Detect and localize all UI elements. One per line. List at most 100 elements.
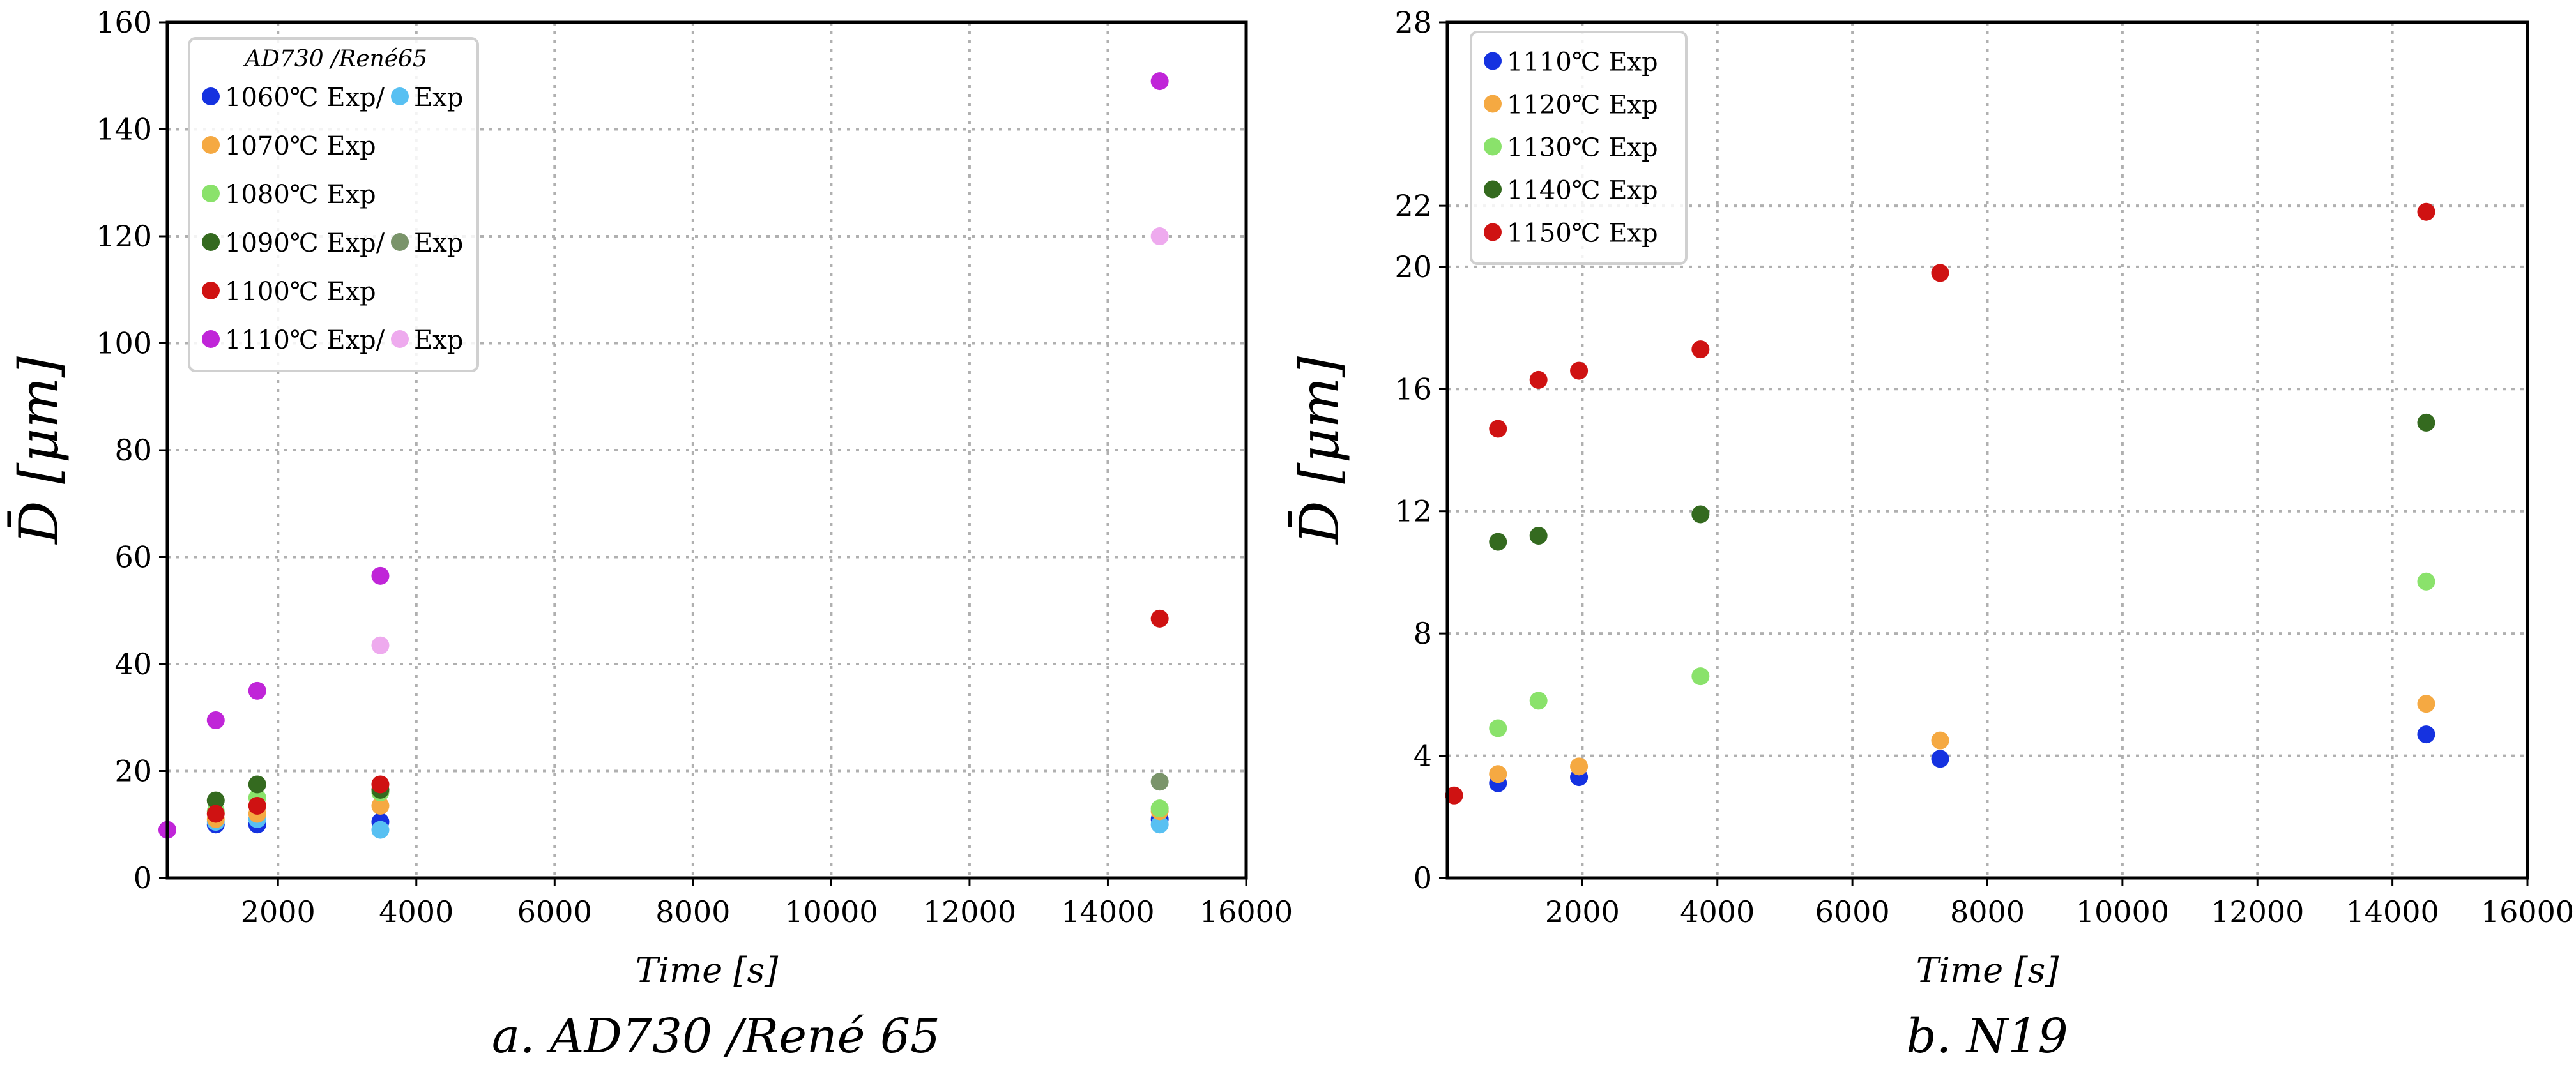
data-point xyxy=(2417,202,2435,221)
legend-label: 1100℃ Exp xyxy=(225,277,376,306)
plot-frame xyxy=(165,20,1248,880)
data-point xyxy=(1489,719,1507,737)
legend-box xyxy=(1470,31,1688,265)
y-tick-label: 80 xyxy=(114,433,152,467)
legend-marker xyxy=(202,185,220,202)
data-point xyxy=(371,636,390,654)
data-point xyxy=(2417,725,2435,744)
y-axis-label: D̄ [μm] xyxy=(1288,356,1351,545)
x-tick-label: 6000 xyxy=(1815,895,1890,929)
data-point xyxy=(1529,527,1548,545)
y-tick-label: 100 xyxy=(96,326,152,361)
data-point xyxy=(1150,815,1169,834)
legend-label: 1140℃ Exp xyxy=(1507,176,1658,206)
data-point xyxy=(371,796,390,815)
data-point xyxy=(1150,799,1169,818)
x-tick-label: 12000 xyxy=(923,895,1016,929)
chart-panel-a: 0 20 40 60 80 100 120 140 160 2000 4000 6000 8000 100… xyxy=(7,5,1293,1064)
y-tick-label: 0 xyxy=(133,861,152,895)
data-point xyxy=(206,711,225,729)
data-point xyxy=(248,775,266,794)
data-point xyxy=(2417,572,2435,591)
x-tick-label: 4000 xyxy=(379,895,453,929)
data-point xyxy=(1529,370,1548,389)
legend-marker xyxy=(202,330,220,348)
y-tick-label: 22 xyxy=(1394,188,1432,223)
legend-label: 1110℃ Exp/ xyxy=(225,326,385,355)
plot-frame xyxy=(1445,20,2529,880)
legend-label: 1060℃ Exp/ xyxy=(225,83,385,112)
x-tick-label: 8000 xyxy=(655,895,730,929)
data-point xyxy=(1489,420,1507,438)
legend-label: 1110℃ Exp xyxy=(1507,48,1658,77)
y-tick-label: 20 xyxy=(114,754,152,789)
legend-label: 1150℃ Exp xyxy=(1507,219,1658,248)
x-tick-label: 2000 xyxy=(1545,895,1620,929)
chart-panel-b: 0 4 8 12 16 20 22 28 2000 4000 6000 8000 10000 12000 1… xyxy=(1288,5,2574,1064)
legend-marker xyxy=(202,282,220,299)
data-point xyxy=(1150,72,1169,91)
y-tick-label: 0 xyxy=(1414,861,1432,895)
y-tick-label: 140 xyxy=(96,112,152,147)
data-point xyxy=(1445,786,1463,805)
data-point xyxy=(1931,731,1949,750)
legend-label: Exp xyxy=(414,326,463,355)
legend-marker xyxy=(391,233,409,251)
legend: 1110℃ Exp 1120℃ Exp 1130℃ Exp 1140℃ Exp 1150… xyxy=(1470,31,1688,265)
legend-label: Exp xyxy=(414,83,463,112)
legend-marker xyxy=(202,233,220,251)
data-point xyxy=(1570,757,1589,776)
data-point xyxy=(2417,695,2435,713)
data-point xyxy=(206,791,225,810)
data-point xyxy=(1150,227,1169,245)
y-tick-label: 12 xyxy=(1394,494,1432,529)
x-tick-label: 14000 xyxy=(1061,895,1154,929)
data-point xyxy=(248,681,266,700)
x-tick-label: 10000 xyxy=(784,895,878,929)
data-point xyxy=(206,805,225,823)
legend-label: 1070℃ Exp xyxy=(225,132,376,161)
y-tick-label: 8 xyxy=(1414,616,1432,651)
y-axis-label: D̄ [μm] xyxy=(7,356,70,545)
panel-caption: b. N19 xyxy=(1906,1009,2068,1064)
data-point xyxy=(1150,773,1169,791)
data-point xyxy=(1570,361,1589,380)
data-point xyxy=(371,775,390,794)
x-tick-label: 2000 xyxy=(241,895,316,929)
x-tick-label: 6000 xyxy=(517,895,592,929)
y-tick-label: 40 xyxy=(114,647,152,681)
y-tick-label: 160 xyxy=(96,5,152,40)
data-point xyxy=(1489,533,1507,551)
x-tick-label: 16000 xyxy=(2481,895,2574,929)
legend-marker xyxy=(1484,137,1502,156)
legend-label: Exp xyxy=(414,229,463,258)
data-point xyxy=(1691,340,1710,359)
y-tick-label: 28 xyxy=(1394,5,1432,40)
data-point xyxy=(248,796,266,815)
legend-marker xyxy=(391,87,409,105)
y-tick-label: 60 xyxy=(114,540,152,575)
legend-label: 1090℃ Exp/ xyxy=(225,229,385,258)
y-tick-label: 16 xyxy=(1394,372,1432,406)
data-point xyxy=(2417,413,2435,432)
data-point xyxy=(1150,609,1169,628)
y-tick-label: 4 xyxy=(1414,739,1432,773)
y-tick-label: 20 xyxy=(1394,250,1432,284)
legend-marker xyxy=(202,87,220,105)
x-tick-label: 14000 xyxy=(2345,895,2439,929)
legend-marker xyxy=(391,330,409,348)
x-tick-label: 12000 xyxy=(2211,895,2304,929)
legend-marker xyxy=(1484,95,1502,113)
legend-marker xyxy=(1484,52,1502,70)
x-tick-label: 8000 xyxy=(1950,895,2025,929)
x-axis-label: Time [s] xyxy=(636,950,779,990)
legend-label: 1120℃ Exp xyxy=(1507,91,1658,120)
legend-box xyxy=(188,37,479,372)
x-tick-label: 10000 xyxy=(2076,895,2169,929)
legend: AD730 /René65 1060℃ Exp/Exp 1070℃ Exp 1080℃… xyxy=(188,37,479,372)
data-point xyxy=(1489,765,1507,783)
data-point xyxy=(371,566,390,585)
data-point xyxy=(1931,750,1949,768)
panel-caption: a. AD730 /René 65 xyxy=(492,1009,940,1064)
